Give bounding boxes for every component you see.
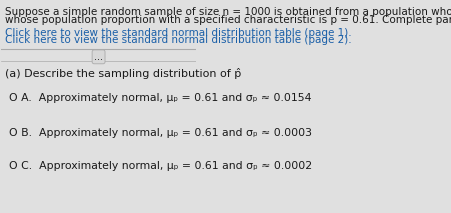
Text: O A.  Approximately normal, μₚ = 0.61 and σₚ ≈ 0.0154: O A. Approximately normal, μₚ = 0.61 and… [9,93,312,103]
Text: (a) Describe the sampling distribution of p̂: (a) Describe the sampling distribution o… [5,68,242,79]
Text: Click here to view the standard normal distribution table (page 1).: Click here to view the standard normal d… [5,28,352,38]
Text: whose population proportion with a specified characteristic is p = 0.61. Complet: whose population proportion with a speci… [5,15,451,25]
Text: ...: ... [94,52,103,62]
Text: O B.  Approximately normal, μₚ = 0.61 and σₚ ≈ 0.0003: O B. Approximately normal, μₚ = 0.61 and… [9,128,312,138]
Text: O C.  Approximately normal, μₚ = 0.61 and σₚ ≈ 0.0002: O C. Approximately normal, μₚ = 0.61 and… [9,161,312,171]
Text: Click here to view the standard normal distribution table (page 2).: Click here to view the standard normal d… [5,35,352,45]
Text: Suppose a simple random sample of size n = 1000 is obtained from a population wh: Suppose a simple random sample of size n… [5,7,451,17]
